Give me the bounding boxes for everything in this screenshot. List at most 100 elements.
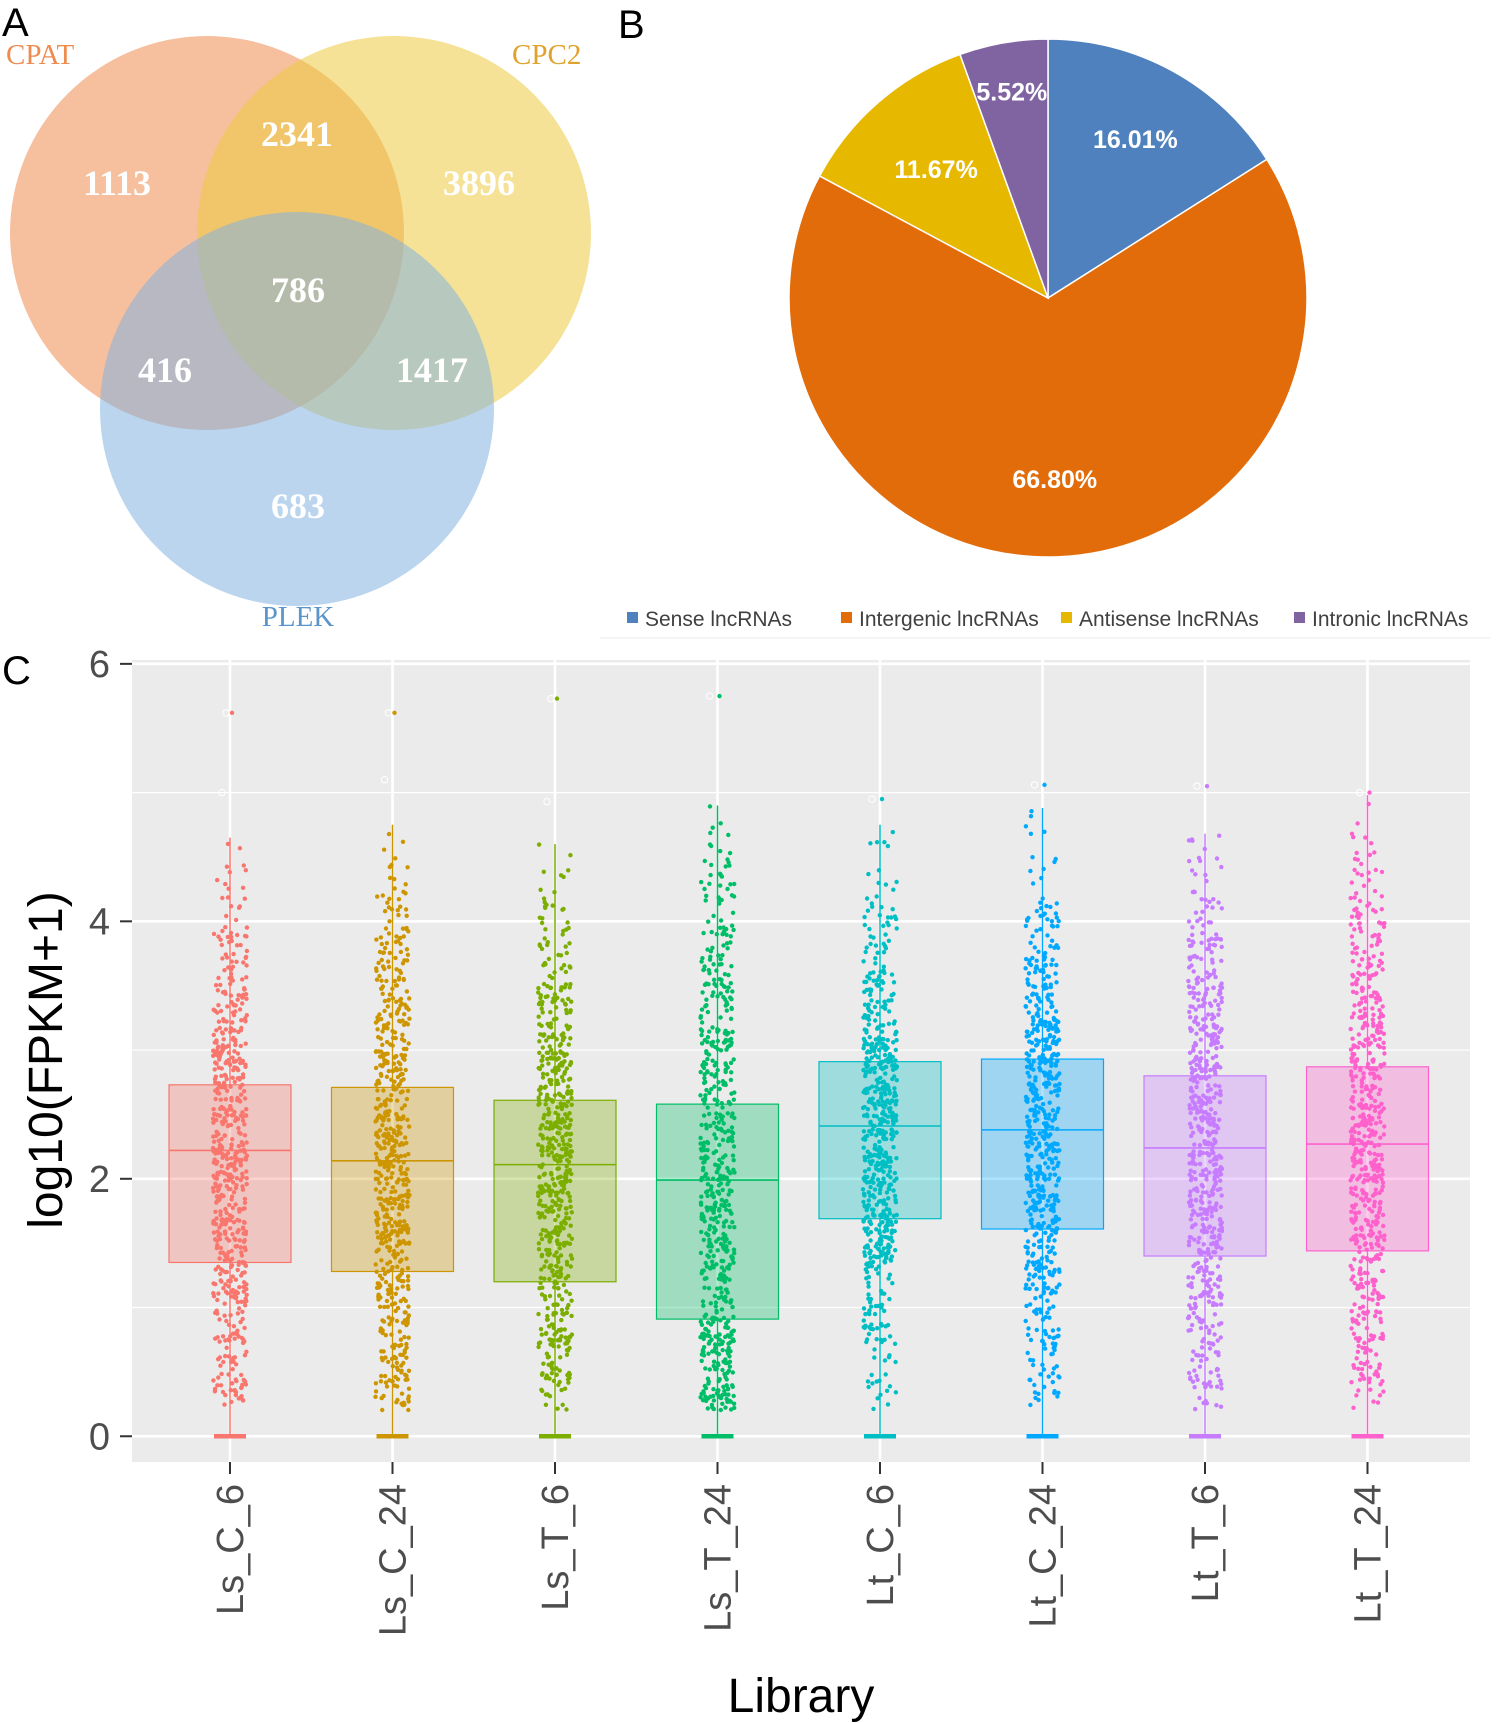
data-point [240,1174,245,1180]
data-point [1204,904,1210,909]
data-point [1041,1289,1047,1295]
data-point [1362,1006,1367,1011]
data-point [730,1220,735,1225]
data-point [222,1313,227,1318]
data-point [878,1187,883,1192]
data-point [379,986,384,991]
data-point [1373,1254,1379,1259]
data-point [1379,894,1385,899]
data-point [216,1291,221,1296]
data-point [894,1038,899,1043]
data-point [1360,1255,1366,1260]
data-point [728,981,733,986]
data-point [1219,1155,1224,1160]
data-point [1048,1291,1054,1296]
data-point [551,1273,556,1278]
data-point [721,1231,726,1237]
data-point [1023,1282,1029,1288]
data-point [543,1402,549,1408]
data-point [731,1158,736,1163]
data-point [1356,1130,1362,1136]
data-point [565,1191,570,1196]
data-point [394,983,400,988]
data-point [1205,1049,1211,1055]
data-point [379,978,384,983]
data-point [401,1360,406,1366]
data-point [394,1111,399,1117]
box-group-ls-t-6 [493,694,617,1439]
data-point [864,1028,869,1033]
data-point [705,947,710,952]
data-point [220,990,226,995]
data-point [1369,1095,1374,1101]
data-point [404,1192,409,1197]
data-point [403,1067,408,1073]
data-point [400,1032,405,1038]
data-point [1357,1249,1362,1255]
data-point [1029,1221,1034,1226]
data-point [1352,867,1357,873]
data-point [1349,1277,1354,1282]
data-point [405,1228,410,1234]
data-point [872,1070,877,1075]
data-point [1040,1037,1046,1042]
data-point [1054,962,1059,968]
data-point [405,1377,410,1382]
data-point [378,1189,383,1195]
data-point [1028,868,1033,874]
pie-slice-sense-lncrnas [1047,38,1268,300]
data-point [403,1372,408,1378]
data-point [721,925,726,930]
data-point [394,1360,400,1366]
data-point [887,1334,893,1339]
box-group-ls-t-24 [655,692,780,1439]
data-point [1353,1074,1359,1079]
data-point [215,1188,221,1194]
data-point [1023,1318,1028,1324]
data-point [230,1174,235,1180]
data-point [1026,1259,1031,1264]
data-point [542,1215,547,1220]
data-point [887,1353,892,1358]
data-point [540,1058,545,1063]
data-point [729,1134,735,1140]
data-point [569,999,574,1004]
data-point [1359,1366,1365,1372]
data-point [1030,991,1036,996]
data-point [861,959,866,964]
data-point [1038,1068,1043,1073]
data-point [1381,1106,1387,1111]
data-point [883,1202,889,1207]
data-point [396,912,401,918]
data-point [373,1119,378,1124]
data-point [1360,1198,1366,1203]
data-point [714,1115,719,1121]
data-point [699,1020,705,1025]
data-point [866,1002,871,1007]
data-point [713,1215,719,1221]
data-point [1198,1212,1204,1217]
data-point [1193,1116,1198,1121]
data-point [389,1093,394,1098]
data-point [714,1102,720,1107]
legend-label-intergenic-lncrnas: Intergenic lncRNAs [859,608,1039,631]
data-point [1214,1046,1219,1051]
data-point [1350,941,1355,946]
data-point [729,1040,734,1045]
data-point [724,1377,729,1382]
data-point [210,1185,216,1191]
data-point [1197,1161,1203,1167]
data-point [404,1140,409,1146]
data-point [718,1285,723,1291]
data-point [1203,1167,1209,1172]
data-point [405,1167,410,1172]
data-point [1367,1150,1372,1155]
data-point [1195,1377,1200,1383]
data-point [1218,937,1224,942]
data-point [1189,1133,1194,1139]
data-point [701,967,707,972]
data-point [1190,1159,1196,1164]
data-point [1374,971,1379,976]
data-point [1041,1367,1047,1372]
data-point [1358,1008,1363,1014]
